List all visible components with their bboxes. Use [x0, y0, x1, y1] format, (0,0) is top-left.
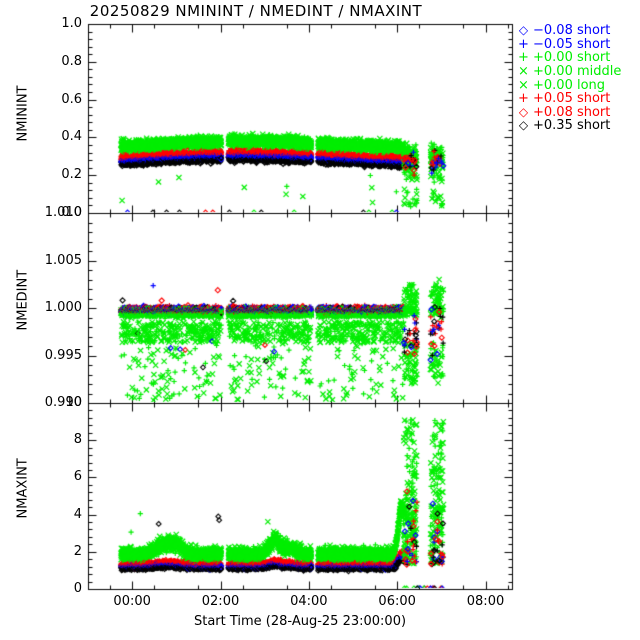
legend-item: + +0.05 short — [516, 92, 640, 106]
legend-item: ◇ +0.35 short — [516, 119, 640, 133]
legend-item-label: −0.05 short — [533, 36, 611, 52]
y-tick-label: 1.0 — [61, 15, 82, 31]
x-tick-label: 04:00 — [290, 594, 328, 609]
y-axis-label: NMEDINT — [15, 269, 31, 331]
x-tick-label: 08:00 — [466, 594, 505, 609]
x-tick-label: 00:00 — [113, 594, 151, 609]
plus-marker-icon: + — [518, 91, 529, 107]
y-tick-label: 0.8 — [61, 53, 82, 69]
legend-item: × +0.00 middle — [516, 65, 640, 79]
y-tick-label: 0.995 — [44, 347, 82, 363]
diamond-marker-icon: ◇ — [518, 118, 529, 133]
legend-item: + +0.00 short — [516, 51, 640, 65]
diamond-marker-icon: ◇ — [518, 104, 529, 119]
legend-item-label: +0.05 short — [533, 91, 611, 107]
y-tick-label: 0.6 — [61, 91, 82, 107]
y-tick-label: 2 — [73, 543, 82, 559]
legend-item-label: +0.00 long — [533, 77, 606, 93]
y-tick-label: 0.990 — [44, 394, 82, 410]
y-tick-label: 10 — [65, 394, 82, 410]
cross-marker-icon: × — [518, 77, 529, 93]
y-tick-label: 0 — [73, 580, 82, 596]
y-tick-label: 1.005 — [44, 252, 82, 268]
legend-item-label: +0.00 short — [533, 50, 611, 66]
y-tick-label: 0.2 — [61, 166, 82, 182]
cross-marker-icon: × — [518, 64, 529, 80]
y-tick-label: 0.4 — [61, 128, 82, 144]
x-tick-label: 02:00 — [201, 594, 240, 609]
legend-item-label: +0.35 short — [533, 118, 611, 134]
diamond-marker-icon: ◇ — [518, 23, 529, 38]
y-tick-label: 4 — [73, 506, 82, 522]
x-axis-label: Start Time (28-Aug-25 23:00:00) — [193, 614, 407, 629]
y-axis-label: NMININT — [15, 85, 31, 141]
y-tick-label: 6 — [73, 468, 82, 484]
legend-item: ◇ +0.08 short — [516, 104, 640, 120]
y-tick-label: 1.000 — [44, 299, 82, 315]
legend-item: ◇ −0.08 short — [516, 24, 640, 38]
plus-marker-icon: + — [518, 50, 529, 66]
plus-marker-icon: + — [518, 36, 529, 52]
y-tick-label: 0.0 — [61, 204, 82, 220]
x-tick-label: 06:00 — [378, 594, 416, 609]
y-tick-label: 1.010 — [44, 204, 82, 220]
y-axis-label: NMAXINT — [15, 458, 31, 519]
legend-item: + −0.05 short — [516, 38, 640, 52]
legend-item-label: +0.08 short — [533, 104, 611, 120]
legend-item: × +0.00 long — [516, 78, 640, 92]
legend: ◇ −0.08 short + −0.05 short + +0.00 short × +0.… — [516, 24, 640, 133]
y-tick-label: 8 — [73, 431, 82, 447]
legend-item-label: −0.08 short — [533, 23, 611, 39]
legend-item-label: +0.00 middle — [533, 64, 622, 80]
